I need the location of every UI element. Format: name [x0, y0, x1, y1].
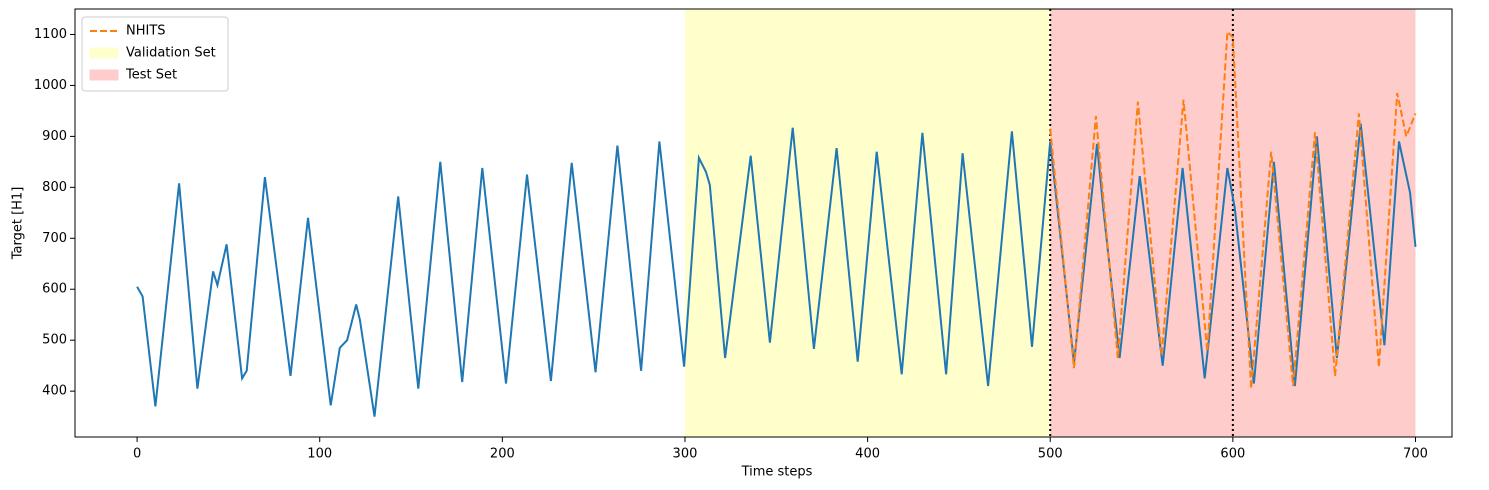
x-tick-label: 500: [1038, 447, 1063, 462]
legend-patch: [89, 69, 119, 81]
x-tick-label: 300: [673, 447, 698, 462]
y-tick-label: 1000: [34, 78, 67, 93]
span: [684, 9, 1051, 437]
legend-label: NHITS: [126, 24, 166, 39]
x-tick-label: 0: [133, 447, 141, 462]
legend-label: Test Set: [125, 68, 177, 83]
y-tick-label: 600: [42, 282, 67, 297]
x-tick-label: 700: [1403, 447, 1428, 462]
y-tick-label: 400: [42, 384, 67, 399]
x-axis-label: Time steps: [741, 465, 813, 480]
x-tick-label: 100: [307, 447, 332, 462]
x-tick-label: 200: [490, 447, 515, 462]
legend-label: Validation Set: [126, 46, 216, 61]
legend-patch: [89, 47, 119, 59]
y-tick-label: 700: [42, 231, 67, 246]
y-tick-label: 1100: [34, 27, 67, 42]
plot-frame: [74, 8, 1453, 438]
y-tick-label: 500: [42, 333, 67, 348]
x-tick-label: 400: [855, 447, 880, 462]
y-tick-label: 800: [42, 180, 67, 195]
y-axis-label: Target [H1]: [11, 187, 26, 261]
y-tick-label: 900: [42, 129, 67, 144]
series-line: [1049, 29, 1417, 389]
x-tick-label: 600: [1220, 447, 1245, 462]
